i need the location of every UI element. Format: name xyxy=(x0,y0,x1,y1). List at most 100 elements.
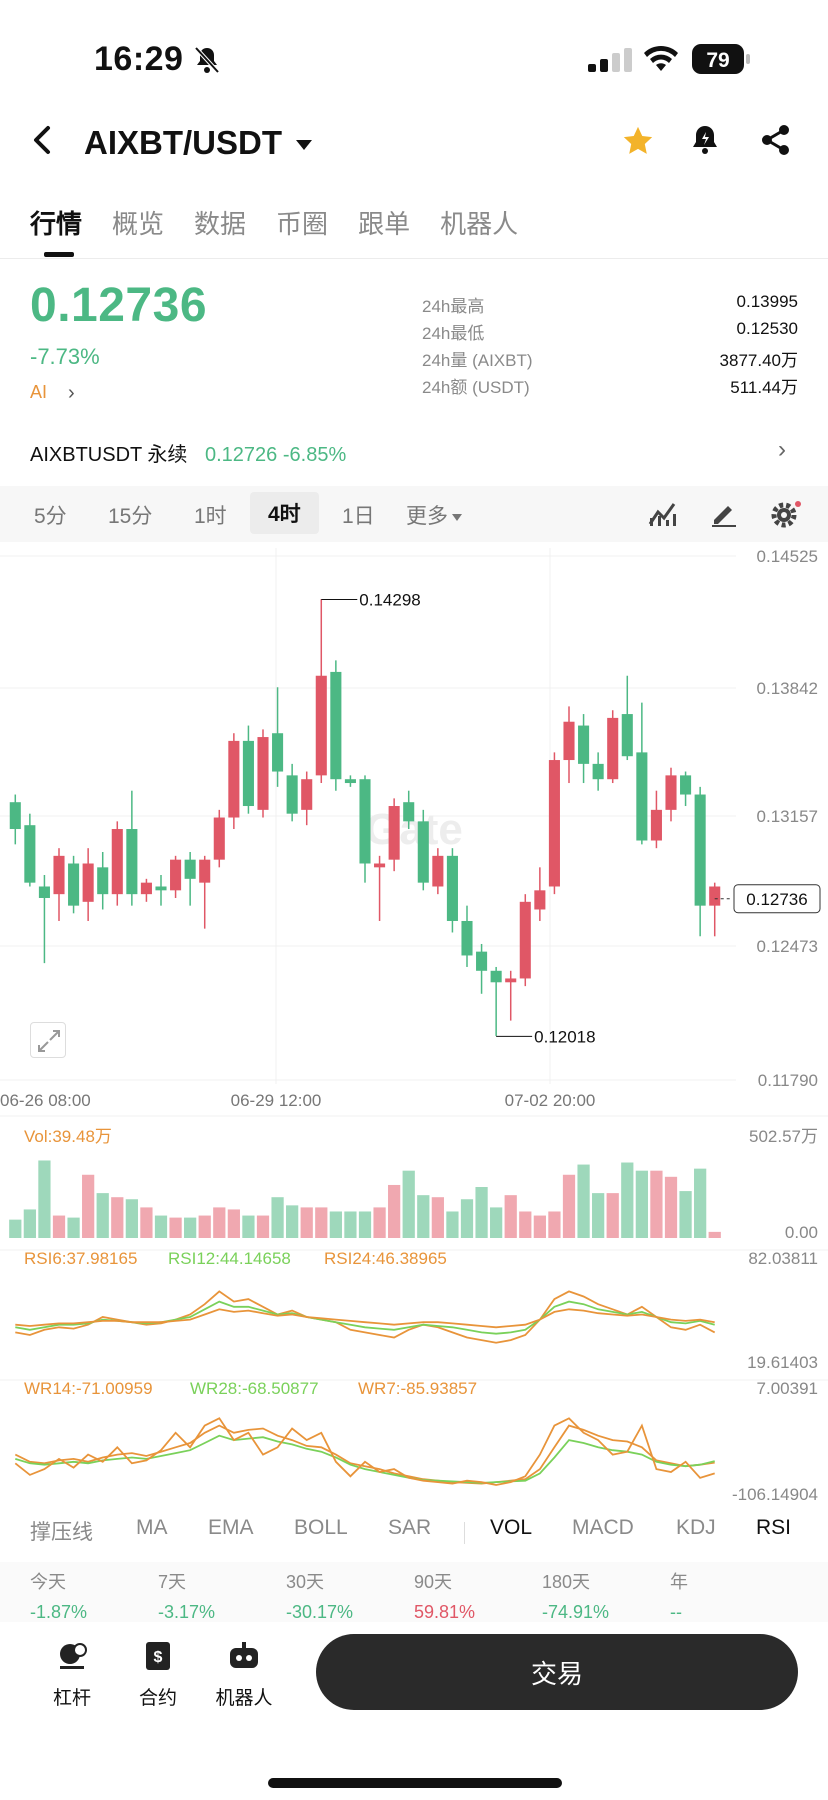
period-label: 今天 xyxy=(30,1572,66,1592)
stat-value: 0.13995 xyxy=(736,292,798,311)
signal-icon xyxy=(588,48,632,77)
robot-label: 机器人 xyxy=(215,1688,273,1709)
volume-bar xyxy=(38,1160,51,1238)
period-90d: 90天 59.81% xyxy=(414,1568,514,1623)
contract-button[interactable]: $ 合约 xyxy=(118,1640,198,1710)
lever-button[interactable]: 杠杆 xyxy=(32,1640,112,1710)
volume-bar xyxy=(52,1215,66,1238)
pair-dropdown-caret-icon[interactable] xyxy=(296,140,312,150)
period-value: -74.91% xyxy=(542,1602,610,1622)
time-tick-label: 07-02 20:00 xyxy=(505,1091,596,1110)
price-axis: 0.14525 0.13842 0.13157 0.12473 0.11790 0.127… xyxy=(714,548,821,1090)
perpetual-chevron-right-icon[interactable]: › xyxy=(778,436,786,463)
lever-label: 杠杆 xyxy=(52,1688,91,1709)
volume-bar xyxy=(446,1211,459,1238)
period-performance: 今天 -1.87% 7天 -3.17% 30天 -30.17% 90天 59.81% 1… xyxy=(0,1562,828,1622)
interval-1d[interactable]: 1日 xyxy=(342,505,375,528)
settings-gear-icon[interactable] xyxy=(770,500,802,535)
volume-bar xyxy=(184,1217,197,1238)
perpetual-link[interactable]: AIXBTUSDT 永续 0.12726 -6.85% xyxy=(30,438,346,467)
volume-bar xyxy=(67,1217,80,1238)
favorite-star-icon[interactable] xyxy=(620,124,656,163)
candle-body xyxy=(330,671,342,780)
tab-bots[interactable]: 机器人 xyxy=(440,209,519,239)
low-marker-label: 0.12018 xyxy=(534,1027,595,1046)
pair-title[interactable]: AIXBT/USDT xyxy=(84,124,282,161)
stat-24h-turnover: 24h额 (USDT) 511.44万 xyxy=(422,373,798,400)
indicator-value-label: WR14:-71.00959 xyxy=(24,1379,153,1398)
candle-body xyxy=(563,721,575,761)
interval-more[interactable]: 更多 xyxy=(406,500,462,530)
volume-bar xyxy=(533,1215,546,1238)
draw-pencil-icon[interactable] xyxy=(710,500,738,533)
candle-body xyxy=(155,886,167,891)
indicator-support-resistance[interactable]: 撑压线 xyxy=(30,1521,93,1544)
period-label: 180天 xyxy=(542,1572,591,1592)
stat-value: 3877.40万 xyxy=(719,351,798,370)
indicator-macd[interactable]: MACD xyxy=(572,1516,634,1539)
indicator-ma[interactable]: MA xyxy=(136,1516,168,1539)
tab-community[interactable]: 币圈 xyxy=(276,209,329,239)
indicator-rsi[interactable]: RSI xyxy=(756,1516,792,1539)
volume-bar xyxy=(9,1219,22,1238)
period-value: 59.81% xyxy=(414,1602,476,1622)
price-tick-label: 0.13157 xyxy=(757,807,818,826)
fullscreen-expand-icon[interactable] xyxy=(30,1022,66,1058)
indicator-vol[interactable]: VOL xyxy=(490,1516,533,1539)
period-label: 30天 xyxy=(286,1572,325,1592)
volume-bar xyxy=(577,1164,590,1238)
perpetual-change: -6.85% xyxy=(282,444,347,466)
indicator-sar[interactable]: SAR xyxy=(388,1516,432,1539)
indicator-ema[interactable]: EMA xyxy=(208,1516,254,1539)
candle-body xyxy=(417,821,429,883)
volume-bar xyxy=(606,1193,619,1238)
stat-24h-volume: 24h量 (AIXBT) 3877.40万 xyxy=(422,346,798,373)
indicator-value-label: RSI12:44.14658 xyxy=(168,1249,291,1268)
period-today: 今天 -1.87% xyxy=(30,1568,130,1623)
perpetual-name: AIXBTUSDT 永续 xyxy=(30,444,188,466)
candle-body xyxy=(680,775,692,795)
tab-data[interactable]: 数据 xyxy=(194,209,247,239)
interval-15m[interactable]: 15分 xyxy=(108,505,153,528)
candle-body xyxy=(621,714,633,757)
bell-off-icon xyxy=(194,46,220,79)
tab-overview[interactable]: 概览 xyxy=(112,209,165,239)
stat-label: 24h量 (AIXBT) xyxy=(422,351,533,370)
volume-bar xyxy=(402,1170,415,1238)
interval-1h[interactable]: 1时 xyxy=(194,505,227,528)
tab-copy-trading[interactable]: 跟单 xyxy=(358,209,411,239)
indicator-chart-icon[interactable] xyxy=(648,500,678,533)
price-alert-bell-icon[interactable] xyxy=(690,124,720,161)
trade-button[interactable]: 交易 xyxy=(316,1634,798,1710)
indicator-value-label: RSI6:37.98165 xyxy=(24,1249,137,1268)
candle-body xyxy=(388,806,400,860)
panel-min-tick: -106.14904 xyxy=(732,1485,818,1504)
indicator-boll[interactable]: BOLL xyxy=(294,1516,348,1539)
volume-bar xyxy=(125,1199,138,1238)
volume-min-tick: 0.00 xyxy=(785,1223,818,1242)
ai-chevron-right-icon[interactable]: › xyxy=(68,382,75,404)
price-tick-label: 0.13842 xyxy=(757,679,818,698)
robot-button[interactable]: 机器人 xyxy=(204,1640,284,1710)
kline-chart[interactable]: Gate 0.145250.138420.131570.124730.11790… xyxy=(0,548,828,1504)
candle-body xyxy=(82,863,94,902)
back-icon[interactable] xyxy=(28,124,56,161)
volume-bar xyxy=(96,1193,109,1238)
volume-bar xyxy=(286,1205,299,1238)
volume-bar xyxy=(111,1197,124,1238)
period-value: -3.17% xyxy=(158,1602,216,1622)
volume-bar xyxy=(679,1191,692,1238)
indicator-line-wr14 xyxy=(14,1424,715,1485)
tab-quotes[interactable]: 行情 xyxy=(30,209,83,239)
interval-5m[interactable]: 5分 xyxy=(34,505,67,528)
volume-bar xyxy=(23,1209,36,1238)
share-icon[interactable] xyxy=(760,124,792,161)
interval-4h[interactable]: 4时 xyxy=(250,492,319,534)
ai-label[interactable]: AI xyxy=(30,382,48,402)
panel-max-tick: 82.03811 xyxy=(748,1249,818,1268)
candle-body xyxy=(461,920,473,956)
candle-body xyxy=(665,775,677,810)
volume-bar xyxy=(154,1215,168,1238)
period-label: 90天 xyxy=(414,1572,453,1592)
indicator-kdj[interactable]: KDJ xyxy=(676,1516,716,1539)
